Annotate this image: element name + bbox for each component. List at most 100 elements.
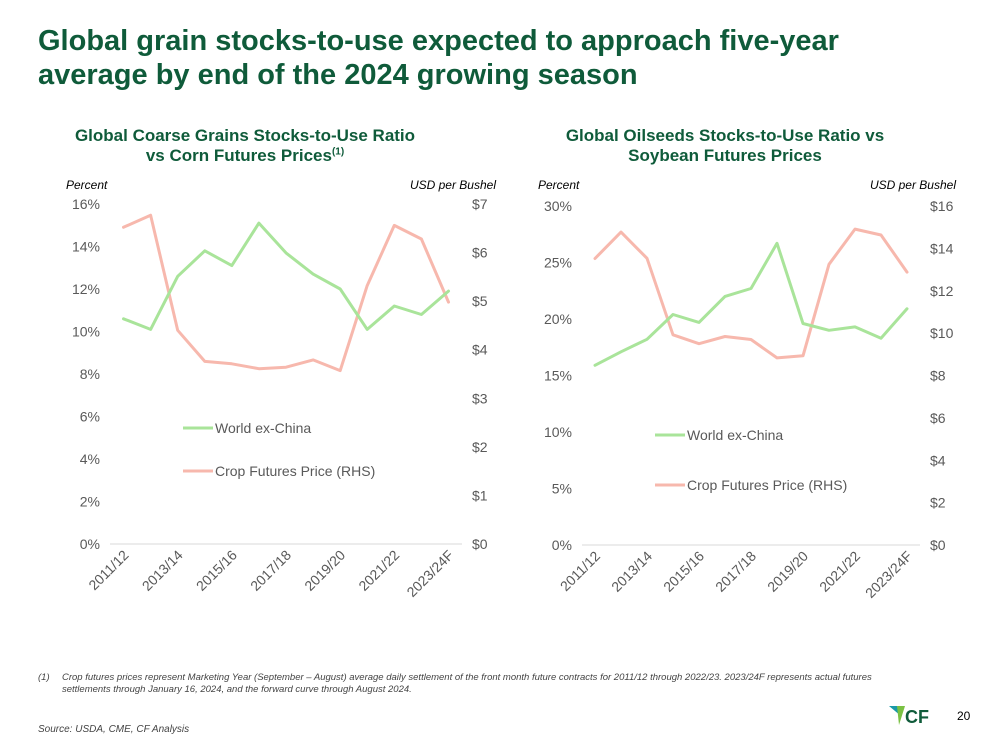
data-point-world-ex-china [646, 338, 648, 341]
data-point-crop-futures-price [149, 214, 152, 216]
chart-title-line2: vs Corn Futures Prices(1) [10, 146, 480, 166]
logo-green-shape [897, 706, 905, 725]
data-point-world-ex-china [828, 329, 830, 332]
data-point-world-ex-china [122, 318, 125, 320]
data-point-crop-futures-price [447, 301, 450, 303]
data-point-crop-futures-price [366, 284, 369, 287]
series-line-world-ex-china [593, 241, 909, 367]
data-point-crop-futures-price [312, 359, 314, 361]
left-axis-unit: Percent [66, 178, 108, 192]
data-point-world-ex-china [149, 328, 152, 331]
chart-title-line2-text: vs Corn Futures Prices [145, 146, 332, 165]
data-point-world-ex-china [880, 337, 882, 339]
data-point-world-ex-china [285, 252, 287, 254]
slide-title: Global grain stocks-to-use expected to a… [38, 24, 978, 92]
data-point-world-ex-china [906, 308, 908, 310]
right-tick-label: $12 [930, 283, 954, 299]
data-point-crop-futures-price [285, 366, 287, 368]
logo-text: CF [905, 707, 929, 727]
right-axis-unit: USD per Bushel [869, 178, 956, 192]
data-point-world-ex-china [231, 264, 233, 267]
x-tick-label: 2017/18 [247, 547, 294, 594]
x-tick-label: 2011/12 [85, 547, 132, 594]
data-point-crop-futures-price [204, 360, 206, 363]
chart-plot: 0% 5% 10% 15% 20% 25% 30% $0 $2 $4 $6 $8 $10 $12 $14 $1… [544, 198, 954, 601]
data-point-crop-futures-price [750, 338, 752, 341]
slide-title-line2: average by end of the 2024 growing seaso… [38, 59, 638, 91]
data-point-world-ex-china [204, 250, 206, 252]
right-tick-label: $4 [472, 342, 488, 358]
right-tick-label: $3 [472, 390, 488, 406]
data-point-world-ex-china [312, 273, 314, 275]
data-point-world-ex-china [724, 295, 726, 298]
footnote: (1) Crop futures prices represent Market… [38, 672, 918, 696]
data-point-crop-futures-price [828, 263, 830, 266]
left-tick-label: 12% [72, 281, 100, 297]
right-tick-label: $2 [472, 439, 488, 455]
data-point-crop-futures-price [776, 357, 778, 359]
data-point-world-ex-china [176, 275, 179, 278]
data-point-crop-futures-price [698, 342, 700, 345]
left-tick-label: 6% [80, 409, 100, 425]
right-tick-label: $4 [930, 452, 946, 468]
x-tick-label: 2011/12 [557, 548, 604, 595]
x-tick-label: 2013/14 [608, 548, 655, 595]
data-point-world-ex-china [339, 288, 342, 290]
legend-label: Crop Futures Price (RHS) [215, 463, 375, 479]
page-number: 20 [957, 709, 971, 723]
chart-title: Global Oilseeds Stocks-to-Use Ratio vs S… [490, 126, 960, 166]
data-point-world-ex-china [776, 242, 778, 245]
data-point-world-ex-china [594, 364, 596, 367]
data-point-crop-futures-price [672, 334, 674, 336]
data-point-crop-futures-price [906, 271, 908, 273]
data-point-crop-futures-price [339, 369, 342, 372]
data-point-world-ex-china [366, 328, 369, 331]
left-tick-label: 25% [544, 255, 572, 271]
x-tick-label: 2023/24F [862, 548, 915, 601]
legend-label: World ex-China [215, 420, 311, 436]
left-tick-label: 15% [544, 368, 572, 384]
chart-plot: 0% 2% 4% 6% 8% 10% 12% 14% 16% $0 $1 $2 $3 $4 $5 $6 $7 20… [72, 196, 488, 600]
data-point-crop-futures-price [854, 228, 856, 230]
x-tick-label: 2021/22 [816, 548, 863, 595]
left-tick-label: 20% [544, 311, 572, 327]
data-point-crop-futures-price [122, 226, 125, 229]
right-tick-label: $6 [472, 245, 488, 261]
x-tick-label: 2023/24F [403, 547, 456, 600]
data-point-crop-futures-price [880, 234, 882, 236]
right-tick-label: $2 [930, 495, 946, 511]
left-tick-label: 10% [72, 324, 100, 340]
left-axis-unit: Percent [538, 178, 580, 192]
data-point-world-ex-china [620, 351, 622, 353]
right-tick-label: $0 [930, 537, 946, 553]
data-point-crop-futures-price [646, 257, 648, 260]
data-point-world-ex-china [672, 313, 674, 316]
data-point-crop-futures-price [802, 355, 804, 357]
left-tick-label: 5% [552, 481, 572, 497]
data-point-crop-futures-price [724, 335, 726, 338]
slide-title-line1: Global grain stocks-to-use expected to a… [38, 25, 839, 57]
legend-label: World ex-China [687, 427, 783, 443]
x-tick-label: 2019/20 [764, 548, 811, 595]
right-tick-label: $0 [472, 536, 488, 552]
right-tick-label: $14 [930, 240, 954, 256]
legend-label: Crop Futures Price (RHS) [687, 477, 847, 493]
data-point-world-ex-china [698, 321, 700, 324]
chart-title-line2: Soybean Futures Prices [628, 146, 822, 165]
left-tick-label: 8% [80, 366, 100, 382]
x-tick-label: 2021/22 [355, 547, 402, 594]
right-tick-label: $16 [930, 198, 954, 214]
x-tick-label: 2013/14 [139, 547, 186, 594]
left-tick-label: 2% [80, 494, 100, 510]
data-point-world-ex-china [750, 287, 752, 290]
data-point-crop-futures-price [620, 231, 622, 233]
data-point-world-ex-china [802, 322, 804, 325]
x-tick-label: 2017/18 [712, 548, 759, 595]
data-point-world-ex-china [393, 305, 396, 307]
series-line-crop-futures-price [122, 213, 450, 373]
oilseeds-chart: Global Oilseeds Stocks-to-Use Ratio vs S… [490, 120, 960, 620]
left-tick-label: 4% [80, 451, 100, 467]
chart-title: Global Coarse Grains Stocks-to-Use Ratio… [10, 126, 480, 166]
right-tick-label: $1 [472, 487, 488, 503]
x-tick-label: 2015/16 [193, 547, 240, 594]
